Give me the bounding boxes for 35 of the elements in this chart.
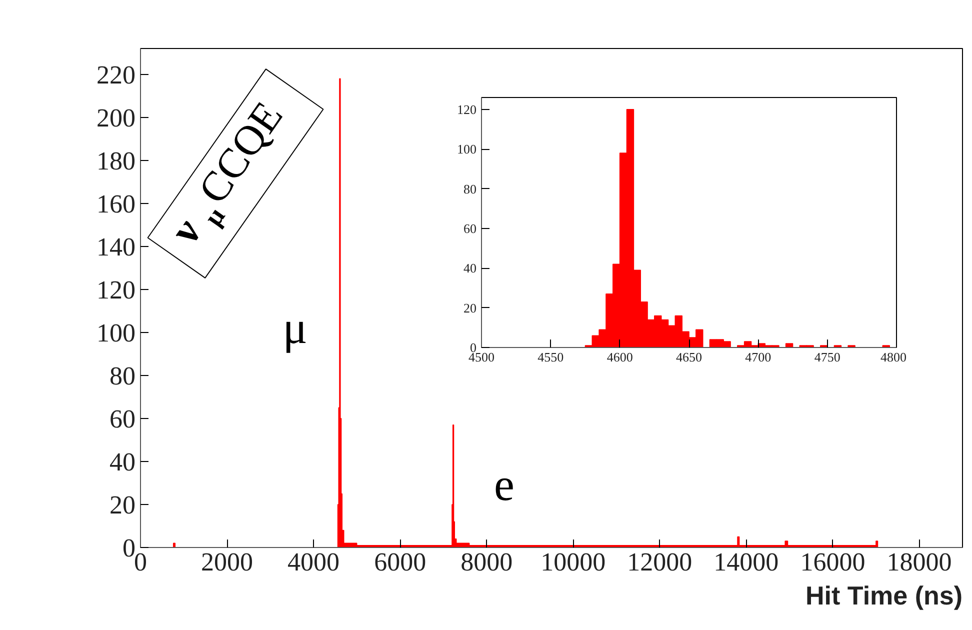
x-tick-label: 2000 xyxy=(201,548,254,576)
y-tick-label: 100 xyxy=(457,142,476,157)
x-tick-label: 14000 xyxy=(714,548,779,576)
x-tick-label: 6000 xyxy=(374,548,426,576)
y-tick-label: 140 xyxy=(96,232,136,262)
y-tick-label: 60 xyxy=(110,404,136,434)
y-tick-label: 20 xyxy=(464,300,476,316)
annotation: μ xyxy=(282,302,308,353)
y-tick-label: 180 xyxy=(96,146,136,176)
x-tick-label: 16000 xyxy=(800,548,866,576)
x-tick-label: 4600 xyxy=(606,350,633,364)
y-tick-label: 20 xyxy=(110,490,136,520)
y-tick-label: 120 xyxy=(457,102,476,117)
x-tick-label: 12000 xyxy=(627,548,692,576)
y-tick-label: 80 xyxy=(110,361,136,390)
x-tick-label: 4800 xyxy=(880,350,906,364)
y-tick-label: 60 xyxy=(464,220,476,236)
y-tick-label: 40 xyxy=(110,447,136,476)
x-tick-label: 4750 xyxy=(814,350,840,364)
x-tick-label: 18000 xyxy=(886,548,952,576)
y-tick-label: 100 xyxy=(96,318,136,348)
y-tick-label: 80 xyxy=(464,181,476,196)
x-axis-title: Hit Time (ns) xyxy=(806,580,963,610)
y-tick-label: 200 xyxy=(96,103,136,132)
x-tick-label: 10000 xyxy=(540,548,606,576)
annotation: e xyxy=(494,459,514,510)
x-tick-label: 8000 xyxy=(460,548,513,576)
x-tick-label: 4000 xyxy=(288,548,340,576)
y-tick-label: 40 xyxy=(464,260,476,276)
x-tick-label: 4700 xyxy=(745,350,772,364)
y-tick-label: 220 xyxy=(96,60,136,90)
y-tick-label: 120 xyxy=(96,275,136,304)
y-tick-label: 160 xyxy=(96,189,136,218)
x-tick-label: 4550 xyxy=(538,350,564,364)
x-tick-label: 4650 xyxy=(676,350,702,364)
